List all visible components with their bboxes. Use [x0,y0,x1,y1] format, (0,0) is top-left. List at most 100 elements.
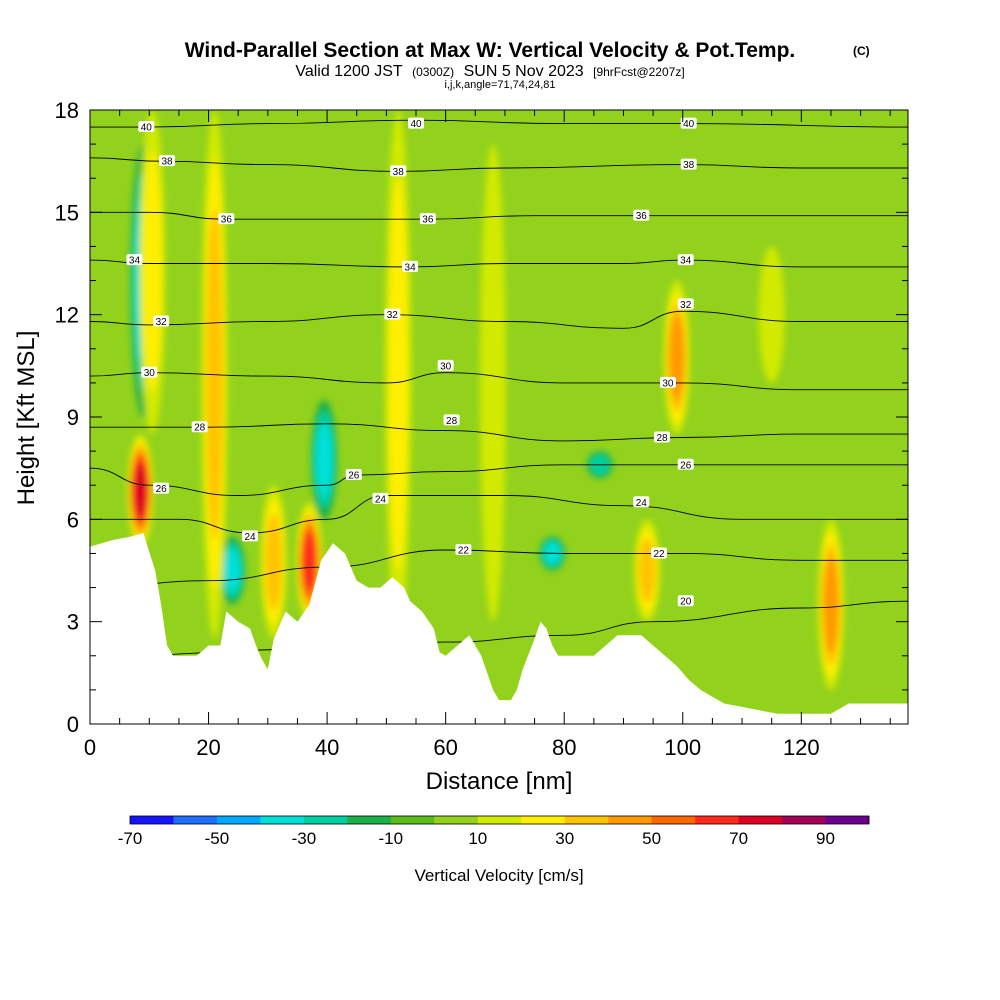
theta-label: 24 [372,492,389,505]
chart-title-mark: (C) [853,44,870,58]
theta-contour-26 [90,464,908,496]
colorbar [129,815,870,825]
theta-label: 32 [677,298,694,311]
theta-label: 30 [437,359,454,372]
theta-label: 34 [677,254,694,267]
colorbar-bin [782,816,826,824]
colorbar-bin [738,816,783,824]
subtitle-date: SUN 5 Nov 2023 [464,63,584,80]
x-tick-label: 120 [783,735,820,760]
y-tick-label: 3 [67,610,79,635]
theta-contour-24 [90,495,908,534]
theta-label-text: 24 [636,498,648,509]
theta-label-text: 40 [410,119,422,130]
colorbar-bin [651,816,696,824]
theta-label: 40 [680,117,697,130]
theta-label-text: 30 [662,378,674,389]
theta-label: 38 [159,155,176,168]
x-tick-label: 40 [315,735,339,760]
theta-label-text: 24 [244,532,256,543]
theta-label: 24 [633,496,650,509]
updraft-5-band-1 [388,178,409,570]
y-tick-label: 9 [67,405,79,430]
theta-label: 36 [633,209,650,222]
colorbar-bin [608,816,652,824]
colorbar-tick-label: 50 [642,829,661,848]
colorbar-tick-label: -50 [205,829,230,848]
theta-label-text: 32 [387,310,399,321]
downdraft-1-band-2 [223,549,241,592]
theta-label-text: 34 [405,262,417,273]
x-tick-label: 80 [552,735,576,760]
colorbar-tick-label: -10 [379,829,404,848]
theta-label: 40 [138,121,155,134]
y-tick-label: 0 [67,712,79,737]
theta-label-text: 36 [221,215,233,226]
theta-contour-30 [90,372,908,391]
x-tick-label: 0 [84,735,96,760]
theta-label: 24 [242,530,259,543]
theta-label-text: 36 [636,211,648,222]
theta-label: 38 [680,158,697,171]
colorbar-bin [303,816,348,824]
terrain-mask [90,533,908,724]
colorbar-bin [347,816,392,824]
theta-label: 30 [659,376,676,389]
subtitle-utc: (0300Z) [412,65,454,79]
theta-label: 28 [443,414,460,427]
theta-label-text: 36 [422,215,434,226]
theta-label-text: 32 [680,300,692,311]
chart-subtitle: Valid 1200 JST (0300Z) SUN 5 Nov 2023 [9… [295,63,684,80]
y-tick-label: 6 [67,507,79,532]
theta-label-text: 38 [393,167,405,178]
theta-label-text: 26 [680,460,692,471]
theta-label: 36 [419,213,436,226]
theta-label: 26 [677,458,694,471]
theta-label-text: 22 [653,549,665,560]
colorbar-tick-label: -70 [118,829,143,848]
colorbar-tick-label: 10 [468,829,487,848]
colorbar-bin [825,816,870,824]
theta-label: 20 [677,595,694,608]
theta-label-text: 40 [141,123,153,134]
theta-label-text: 32 [156,317,168,328]
colorbar-bin [521,816,566,824]
theta-contour-34 [90,259,908,268]
y-tick-label: 18 [55,98,79,123]
subtitle-fcst: [9hrFcst@2207z] [593,65,685,79]
theta-label: 32 [153,315,170,328]
theta-label-text: 30 [440,361,452,372]
colorbar-bin [434,816,479,824]
colorbar-bin [564,816,609,824]
theta-label: 26 [153,482,170,495]
theta-label-text: 38 [161,157,173,168]
updraft-4-band-5 [302,532,317,592]
theta-label-text: 26 [156,484,168,495]
y-tick-label: 12 [55,303,79,328]
theta-label: 28 [191,421,208,434]
updraft-1-band-1 [142,152,163,392]
colorbar-bin [260,816,305,824]
x-axis-label: Distance [nm] [426,768,573,795]
colorbar-bin [695,816,739,824]
theta-label-text: 28 [656,433,668,444]
colorbar-tick-label: -30 [292,829,317,848]
updraft-10-band-3 [823,556,839,653]
theta-label-text: 20 [680,597,692,608]
theta-label-text: 28 [194,423,206,434]
colorbar-bin [173,816,218,824]
theta-label-text: 28 [446,416,458,427]
colorbar-bin [390,816,435,824]
y-axis-label: Height [Kft MSL] [13,331,40,506]
updraft-0-band-6 [133,463,147,518]
y-tick-label: 15 [55,200,79,225]
updraft-9-band-0 [758,246,785,383]
theta-contour-40 [90,119,908,128]
colorbar-tick-labels: -70 -50 -30 -10 10 30 50 70 90 [118,829,835,848]
theta-label: 40 [408,117,425,130]
updraft-3-band-2 [265,513,283,611]
colorbar-tick-label: 30 [555,829,574,848]
theta-label-text: 26 [348,470,360,481]
colorbar-label: Vertical Velocity [cm/s] [414,866,583,885]
